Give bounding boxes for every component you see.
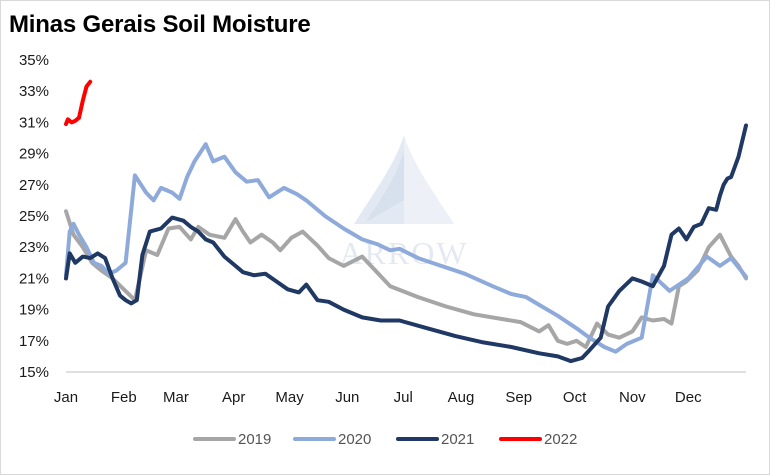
x-tick-label: Jun (335, 389, 359, 406)
y-tick-label: 23% (19, 239, 49, 256)
x-tick-label: Jan (54, 389, 78, 406)
x-tick-label: Oct (563, 389, 587, 406)
y-tick-label: 31% (19, 114, 49, 131)
y-tick-label: 35% (19, 52, 49, 69)
x-tick-label: Feb (111, 389, 137, 406)
series-line-2022 (64, 79, 93, 126)
chart-title: Minas Gerais Soil Moisture (9, 11, 311, 38)
x-tick-label: Dec (675, 389, 702, 406)
x-tick-label: Mar (163, 389, 189, 406)
x-axis: Jan Feb Mar Apr May Jun Jul Aug Sep Oct Nov Dec (54, 371, 746, 406)
x-tick-label: Jul (394, 389, 413, 406)
y-tick-label: 25% (19, 208, 49, 225)
legend-label: 2022 (544, 431, 577, 448)
x-tick-label: Aug (448, 389, 475, 406)
y-tick-label: 21% (19, 270, 49, 287)
y-tick-label: 19% (19, 302, 49, 319)
y-tick-label: 29% (19, 146, 49, 163)
x-tick-label: Apr (222, 389, 245, 406)
x-tick-label: Nov (619, 389, 646, 406)
y-axis: 15% 17% 19% 21% 23% 25% 27% 29% 31% 33% 35% (19, 52, 49, 381)
y-tick-label: 17% (19, 333, 49, 350)
legend: 2019 2020 2021 2022 (193, 431, 577, 448)
x-tick-label: May (275, 389, 304, 406)
legend-label: 2019 (238, 431, 271, 448)
series-line-2019 (64, 209, 748, 349)
watermark-logo: ARROW (339, 135, 468, 271)
legend-label: 2020 (338, 431, 371, 448)
y-tick-label: 15% (19, 364, 49, 381)
y-tick-label: 27% (19, 177, 49, 194)
y-tick-label: 33% (19, 83, 49, 100)
x-tick-label: Sep (505, 389, 532, 406)
watermark-text: ARROW (339, 235, 468, 271)
legend-label: 2021 (441, 431, 474, 448)
series-group (64, 79, 748, 364)
series-line-2021 (64, 123, 748, 364)
series-line-2020 (64, 142, 748, 354)
